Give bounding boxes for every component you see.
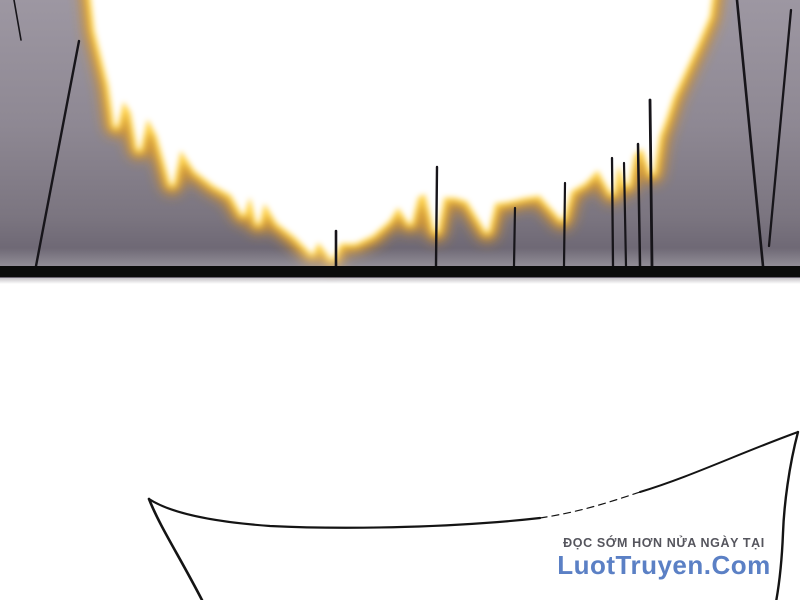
bubble-left-side: [147, 497, 204, 600]
site-watermark: ĐỌC SỚM HƠN NỬA NGÀY TẠI LuotTruyen.Com: [553, 536, 775, 580]
panel-border-shadow: [0, 277, 800, 284]
pre-border-light-band: [0, 248, 800, 266]
watermark-site-name: LuotTruyen.Com: [557, 550, 771, 580]
bubble-top-edge: [147, 497, 542, 529]
bubble-top-edge-dashed: [539, 491, 641, 519]
speed-lines: [13, 0, 793, 268]
bubble-top-edge-right: [639, 431, 799, 493]
explosion-panel-art: [0, 0, 800, 284]
watermark-tagline: ĐỌC SỚM HƠN NỬA NGÀY TẠI: [563, 536, 765, 550]
panel-border-bar: [0, 266, 800, 277]
bubble-right-side: [775, 430, 800, 600]
